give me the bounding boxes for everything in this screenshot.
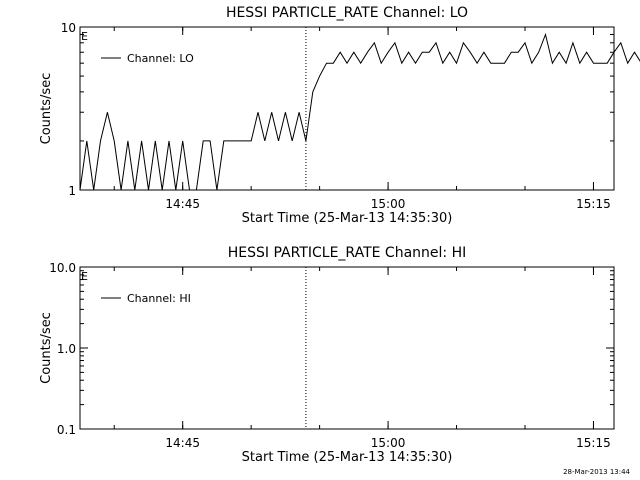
y-axis-label: Counts/sec xyxy=(39,73,54,145)
y-tick-label: 1.0 xyxy=(57,342,76,356)
timestamp: 28-Mar-2013 13:44 xyxy=(563,468,630,476)
y-tick-label: 1 xyxy=(68,184,76,198)
series-line xyxy=(79,32,640,191)
x-tick-label: 15:15 xyxy=(576,436,611,450)
x-tick-label: 15:15 xyxy=(576,197,611,211)
annotation-label: E xyxy=(81,30,88,43)
legend-label: Channel: HI xyxy=(127,292,191,305)
chart-title: HESSI PARTICLE_RATE Channel: LO xyxy=(226,5,468,21)
y-tick-label: 10.0 xyxy=(49,261,76,275)
x-tick-label: 14:45 xyxy=(165,436,200,450)
chart-title: HESSI PARTICLE_RATE Channel: HI xyxy=(228,245,466,261)
annotation-label: E xyxy=(81,270,88,283)
x-axis-label: Start Time (25-Mar-13 14:35:30) xyxy=(242,211,453,226)
x-axis-label: Start Time (25-Mar-13 14:35:30) xyxy=(242,450,453,465)
axes-box xyxy=(79,26,615,191)
legend-label: Channel: LO xyxy=(127,52,194,65)
x-tick-label: 14:45 xyxy=(165,197,200,211)
x-tick-label: 15:00 xyxy=(371,197,406,211)
y-tick-label: 0.1 xyxy=(57,423,76,437)
y-tick-label: 10 xyxy=(61,21,76,35)
x-tick-label: 15:00 xyxy=(371,436,406,450)
y-axis-label: Counts/sec xyxy=(39,312,54,384)
